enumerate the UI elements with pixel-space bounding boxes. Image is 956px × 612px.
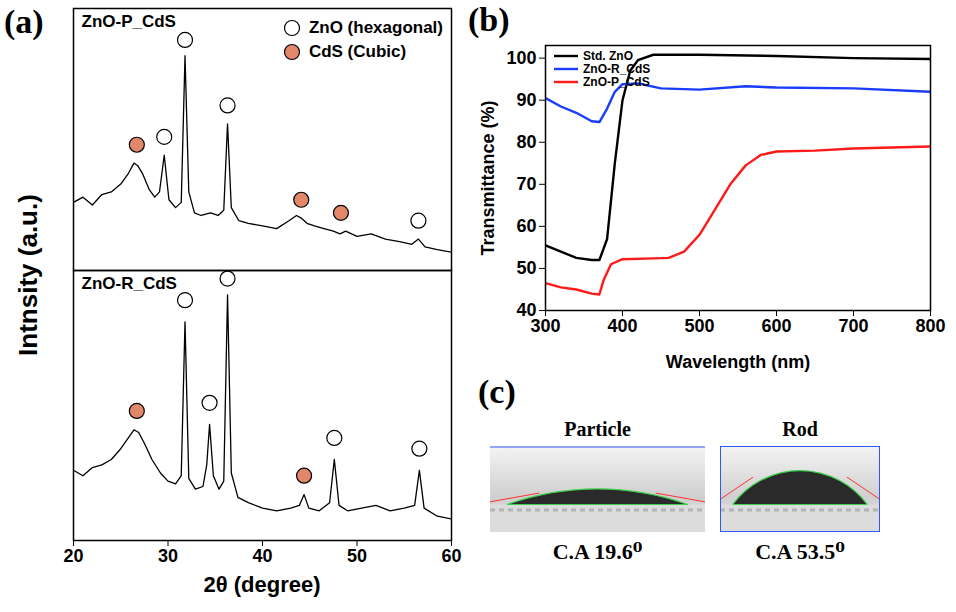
svg-text:ZnO-P_CdS: ZnO-P_CdS	[82, 12, 176, 31]
html-text:(b): (b)	[468, 1, 510, 38]
svg-text:700: 700	[838, 316, 868, 336]
html-text:C.A 53.5⁰: C.A 53.5⁰	[755, 539, 845, 564]
html-text:(a): (a)	[4, 3, 44, 40]
svg-text:ZnO-R_CdS: ZnO-R_CdS	[82, 274, 177, 293]
html-text:Intnsity (a.u.): Intnsity (a.u.)	[13, 194, 43, 356]
svg-text:Transmittance (%): Transmittance (%)	[478, 100, 498, 255]
svg-text:20: 20	[63, 546, 83, 566]
svg-text:100: 100	[506, 48, 536, 68]
html-text:CdS (Cubic): CdS (Cubic)	[308, 42, 407, 61]
svg-text:70: 70	[516, 174, 536, 194]
svg-text:300: 300	[530, 316, 560, 336]
html-text:2θ (degree): 2θ (degree)	[203, 572, 321, 597]
html-text:(c): (c)	[478, 373, 516, 410]
svg-text:80: 80	[516, 132, 536, 152]
svg-text:50: 50	[516, 258, 536, 278]
html-text:ZnO (hexagonal): ZnO (hexagonal)	[308, 18, 443, 37]
svg-text:60: 60	[516, 216, 536, 236]
svg-text:60: 60	[441, 546, 461, 566]
svg-text:400: 400	[607, 316, 637, 336]
html-text:Particle: Particle	[564, 418, 631, 440]
svg-text:90: 90	[516, 90, 536, 110]
svg-text:50: 50	[347, 546, 367, 566]
svg-text:40: 40	[252, 546, 272, 566]
html-text:Rod: Rod	[782, 418, 818, 440]
svg-text:Wavelength (nm): Wavelength (nm)	[666, 352, 810, 372]
html-text:ZnO-R_CdS: ZnO-R_CdS	[583, 61, 651, 76]
svg-text:500: 500	[684, 316, 714, 336]
svg-text:800: 800	[915, 316, 945, 336]
html-text:Std. ZnO: Std. ZnO	[583, 48, 633, 63]
svg-text:600: 600	[761, 316, 791, 336]
svg-text:30: 30	[158, 546, 178, 566]
html-text:C.A 19.6⁰: C.A 19.6⁰	[552, 539, 643, 564]
html-text:ZnO-P_CdS: ZnO-P_CdS	[583, 74, 650, 89]
svg-text:40: 40	[516, 300, 537, 321]
